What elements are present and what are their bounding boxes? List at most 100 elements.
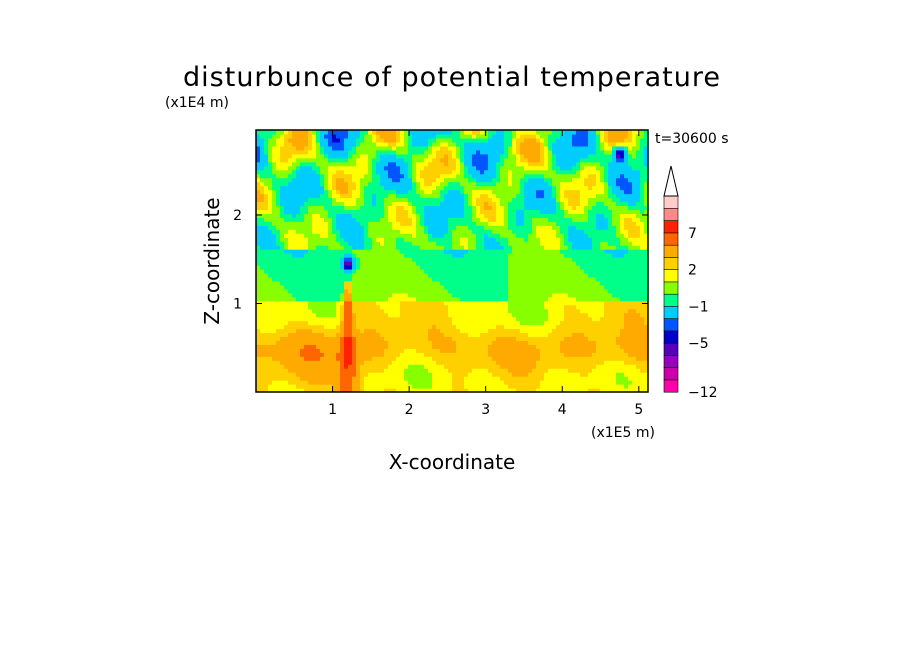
field-cell — [544, 280, 549, 286]
field-cell — [380, 213, 385, 218]
field-cell — [428, 312, 433, 318]
field-cell — [472, 141, 477, 147]
field-cell — [356, 249, 361, 254]
field-cell — [500, 173, 505, 179]
field-cell — [500, 237, 505, 242]
field-cell — [544, 372, 549, 377]
field-cell — [448, 165, 453, 171]
field-cell — [376, 181, 381, 187]
field-cell — [360, 280, 365, 286]
field-cell — [552, 145, 557, 151]
field-cell — [292, 356, 297, 361]
field-cell — [328, 388, 333, 392]
field-cell — [268, 312, 273, 318]
field-cell — [556, 376, 561, 381]
field-cell — [260, 268, 265, 274]
field-cell — [256, 296, 261, 302]
field-cell — [468, 364, 473, 369]
field-cell — [532, 344, 537, 349]
field-cell — [384, 153, 389, 159]
field-cell — [324, 197, 329, 203]
field-cell — [380, 364, 385, 369]
field-cell — [448, 372, 453, 377]
field-cell — [484, 348, 489, 353]
field-cell — [388, 225, 393, 230]
field-cell — [372, 201, 377, 207]
field-cell — [364, 336, 369, 341]
field-cell — [464, 388, 469, 392]
field-cell — [400, 336, 405, 341]
field-cell — [512, 137, 517, 143]
field-cell — [404, 137, 409, 143]
field-cell — [472, 137, 477, 143]
field-cell — [404, 268, 409, 274]
field-cell — [356, 348, 361, 353]
field-cell — [368, 181, 373, 187]
field-cell — [376, 173, 381, 179]
field-cell — [276, 221, 281, 226]
field-cell — [488, 209, 493, 214]
field-cell — [284, 233, 289, 238]
field-cell — [524, 193, 529, 199]
field-cell — [556, 356, 561, 361]
field-cell — [548, 189, 553, 195]
field-cell — [304, 233, 309, 238]
field-cell — [496, 344, 501, 349]
field-cell — [260, 356, 265, 361]
field-cell — [552, 189, 557, 195]
field-cell — [528, 157, 533, 163]
field-cell — [420, 193, 425, 199]
field-cell — [448, 149, 453, 155]
field-cell — [412, 316, 417, 322]
field-cell — [416, 348, 421, 353]
field-cell — [484, 181, 489, 187]
field-cell — [480, 245, 485, 250]
field-cell — [364, 189, 369, 195]
field-cell — [516, 245, 521, 250]
field-cell — [348, 149, 353, 155]
field-cell — [396, 169, 401, 175]
field-cell — [512, 221, 517, 226]
field-cell — [380, 261, 385, 266]
field-cell — [544, 221, 549, 226]
field-cell — [320, 328, 325, 334]
field-cell — [476, 209, 481, 214]
field-cell — [276, 320, 281, 326]
field-cell — [384, 340, 389, 345]
field-cell — [532, 348, 537, 353]
field-cell — [408, 272, 413, 278]
field-cell — [472, 153, 477, 159]
field-cell — [396, 384, 401, 389]
field-cell — [288, 308, 293, 314]
field-cell — [344, 340, 349, 345]
field-cell — [500, 217, 505, 222]
field-cell — [256, 380, 261, 385]
field-cell — [536, 280, 541, 286]
field-cell — [380, 133, 385, 139]
field-cell — [268, 364, 273, 369]
field-cell — [348, 284, 353, 290]
field-cell — [392, 304, 397, 310]
field-cell — [284, 340, 289, 345]
field-cell — [316, 141, 321, 147]
field-cell — [496, 225, 501, 230]
field-cell — [284, 177, 289, 183]
field-cell — [296, 141, 301, 147]
field-cell — [300, 352, 305, 357]
field-cell — [464, 312, 469, 318]
field-cell — [276, 356, 281, 361]
field-cell — [484, 205, 489, 210]
field-cell — [432, 201, 437, 207]
field-cell — [484, 316, 489, 322]
field-cell — [416, 205, 421, 210]
field-cell — [532, 185, 537, 191]
field-cell — [312, 153, 317, 159]
field-cell — [428, 237, 433, 242]
field-cell — [296, 130, 301, 135]
field-cell — [516, 169, 521, 175]
field-cell — [436, 284, 441, 290]
field-cell — [484, 213, 489, 218]
field-cell — [292, 296, 297, 302]
field-cell — [300, 165, 305, 171]
field-cell — [364, 376, 369, 381]
